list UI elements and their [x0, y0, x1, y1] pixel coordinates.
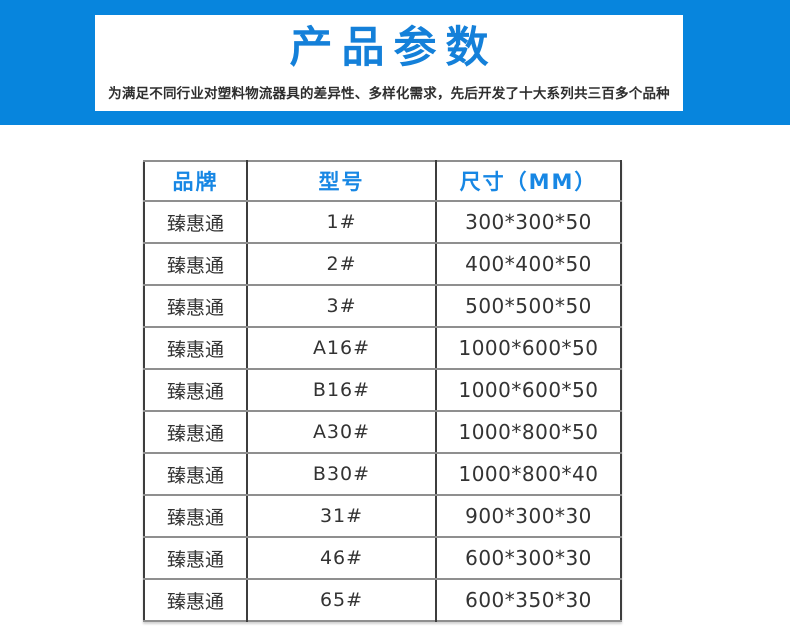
- model-cell: A30#: [247, 411, 437, 454]
- column-header-model: 型号: [247, 161, 437, 202]
- model-cell: 3#: [247, 285, 437, 328]
- table-row: 臻惠通 2# 400*400*50: [144, 243, 621, 286]
- brand-cell: 臻惠通: [144, 285, 248, 328]
- brand-cell: 臻惠通: [144, 495, 248, 538]
- brand-cell: 臻惠通: [144, 369, 248, 412]
- size-cell: 1000*600*50: [436, 369, 621, 412]
- parameters-table: 品牌 型号 尺寸（MM） 臻惠通 1# 300*300*50 臻惠通 2# 40…: [143, 160, 622, 622]
- table-row: 臻惠通 46# 600*300*30: [144, 537, 621, 580]
- header-card: 产品参数 为满足不同行业对塑料物流器具的差异性、多样化需求，先后开发了十大系列共…: [95, 15, 683, 111]
- table-row: 臻惠通 A30# 1000*800*50: [144, 411, 621, 454]
- brand-cell: 臻惠通: [144, 537, 248, 580]
- model-cell: B16#: [247, 369, 437, 412]
- size-cell: 600*300*30: [436, 537, 621, 580]
- header-banner: 产品参数 为满足不同行业对塑料物流器具的差异性、多样化需求，先后开发了十大系列共…: [0, 0, 790, 125]
- size-cell: 500*500*50: [436, 285, 621, 328]
- size-cell: 900*300*30: [436, 495, 621, 538]
- page-subtitle: 为满足不同行业对塑料物流器具的差异性、多样化需求，先后开发了十大系列共三百多个品…: [108, 86, 670, 102]
- size-cell: 600*350*30: [465, 588, 592, 612]
- table-row: 臻惠通 31# 900*300*30: [144, 495, 621, 538]
- brand-cell: 臻惠通: [144, 579, 248, 621]
- size-cell: 300*300*50: [436, 201, 621, 244]
- column-header-brand: 品牌: [144, 161, 248, 202]
- size-cell: 1000*800*50: [436, 411, 621, 454]
- table-row: 臻惠通 65# 600*350*30: [144, 579, 621, 621]
- model-cell: 2#: [247, 243, 437, 286]
- model-cell: 31#: [247, 495, 437, 538]
- table-row: 臻惠通 A16# 1000*600*50: [144, 327, 621, 370]
- page-title: 产品参数: [289, 23, 498, 73]
- size-cell: 1000*800*40: [436, 453, 621, 496]
- column-header-size: 尺寸（MM）: [436, 161, 621, 202]
- brand-cell: 臻惠通: [144, 327, 248, 370]
- brand-cell: 臻惠通: [144, 411, 248, 454]
- table-row: 臻惠通 B30# 1000*800*40: [144, 453, 621, 496]
- brand-cell: 臻惠通: [144, 243, 248, 286]
- size-cell: 1000*600*50: [436, 327, 621, 370]
- size-cell: 400*400*50: [436, 243, 621, 286]
- brand-cell: 臻惠通: [144, 453, 248, 496]
- model-cell: 65#: [247, 579, 437, 621]
- table-header-row: 品牌 型号 尺寸（MM）: [144, 161, 621, 202]
- brand-cell: 臻惠通: [144, 201, 248, 244]
- model-cell: 46#: [247, 537, 437, 580]
- model-cell: 1#: [247, 201, 437, 244]
- table-row: 臻惠通 3# 500*500*50: [144, 285, 621, 328]
- model-cell: A16#: [247, 327, 437, 370]
- table-row: 臻惠通 B16# 1000*600*50: [144, 369, 621, 412]
- model-cell: B30#: [247, 453, 437, 496]
- table-row: 臻惠通 1# 300*300*50: [144, 201, 621, 244]
